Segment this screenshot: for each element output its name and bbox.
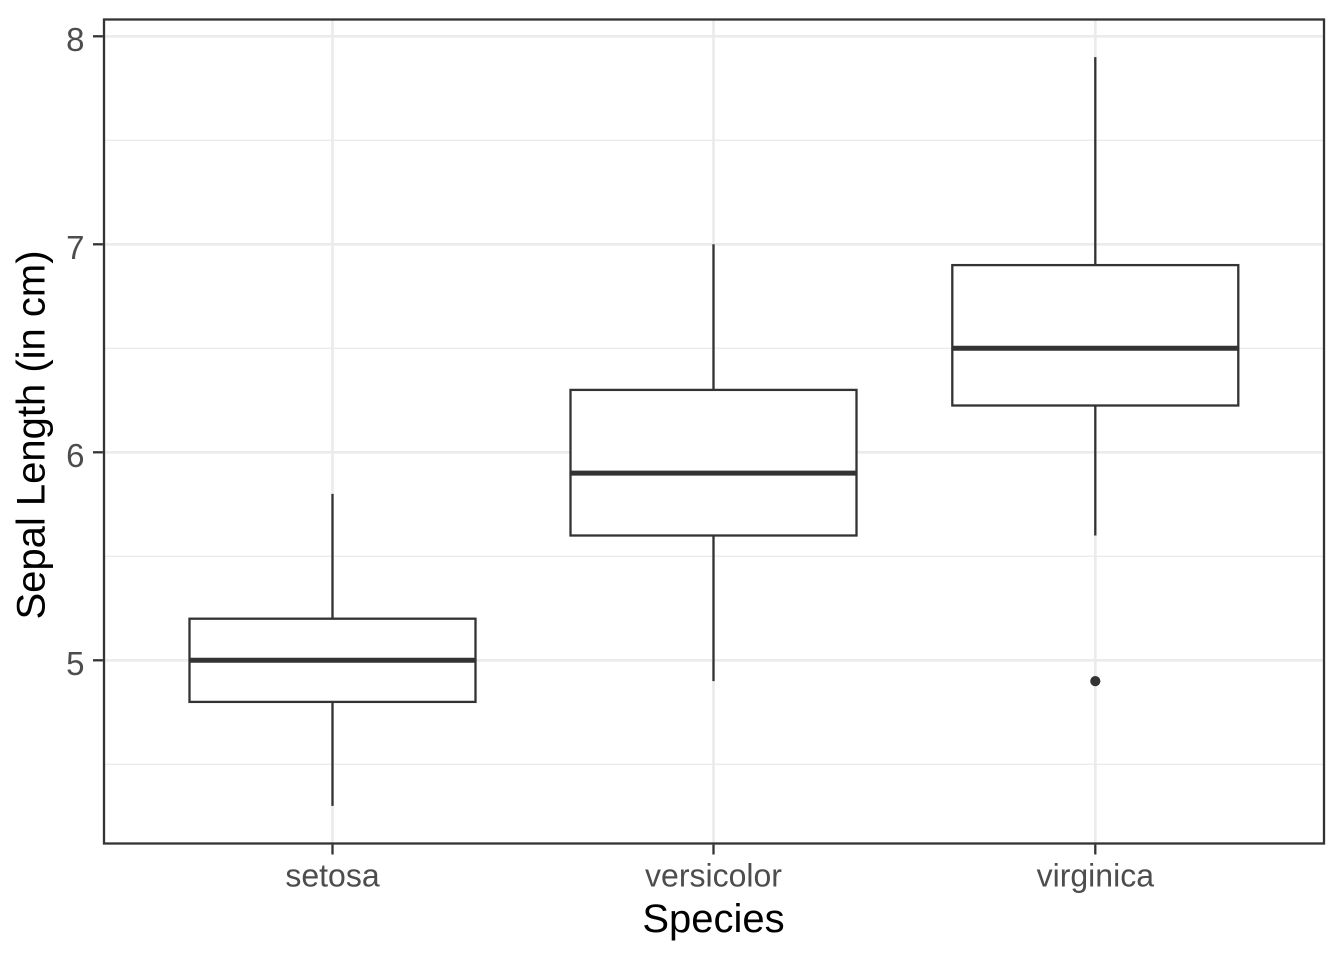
svg-text:Species: Species (642, 897, 784, 941)
svg-text:5: 5 (66, 645, 84, 682)
svg-text:6: 6 (66, 437, 84, 474)
svg-text:7: 7 (66, 229, 84, 266)
svg-text:virginica: virginica (1037, 857, 1155, 893)
svg-text:versicolor: versicolor (645, 857, 782, 893)
svg-text:Sepal Length (in cm): Sepal Length (in cm) (10, 250, 54, 619)
svg-text:8: 8 (66, 21, 84, 58)
svg-text:setosa: setosa (285, 857, 379, 893)
